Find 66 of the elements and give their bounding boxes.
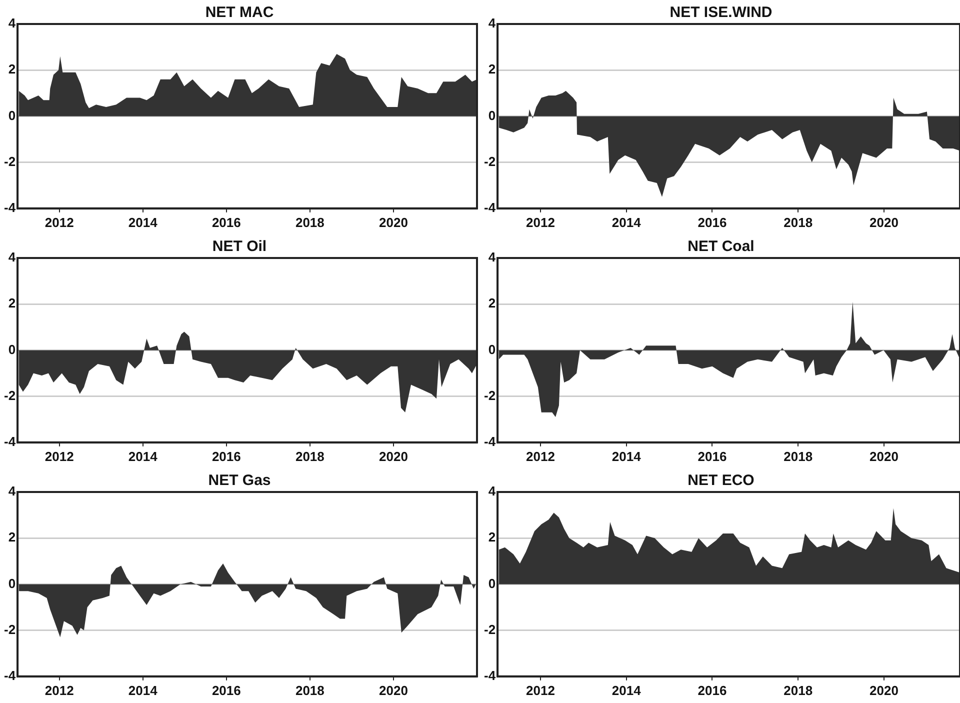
y-tick-label: -4: [4, 434, 16, 449]
y-tick-label: -4: [4, 668, 16, 683]
y-tick-label: 0: [8, 576, 16, 591]
chart-title: NET ISE.WIND: [670, 4, 772, 22]
y-tick-label: -4: [4, 200, 16, 215]
x-tick-label: 2012: [526, 448, 555, 464]
x-tick-label: 2020: [379, 448, 408, 464]
x-tick-label: 2016: [212, 448, 241, 464]
x-tick-label: 2020: [870, 448, 898, 464]
y-tick-label: 4: [8, 484, 16, 499]
x-tick-label: 2016: [698, 214, 727, 230]
x-tick-label: 2014: [612, 682, 642, 698]
y-tick-label: 2: [488, 296, 496, 311]
y-tick-label: 4: [8, 16, 16, 31]
y-tick-label: 0: [8, 108, 16, 123]
y-tick-label: -2: [4, 388, 16, 403]
x-tick-label: 2014: [612, 214, 642, 230]
y-tick-label: -4: [484, 668, 496, 683]
x-tick-label: 2020: [870, 214, 898, 230]
y-tick-label: -2: [484, 388, 496, 403]
x-tick-label: 2016: [212, 682, 241, 698]
chart-title: NET Gas: [208, 472, 271, 490]
y-tick-label: 2: [8, 296, 16, 311]
chart-title: NET ECO: [688, 472, 755, 490]
y-tick-label: 0: [488, 108, 496, 123]
y-tick-label: -4: [484, 434, 496, 449]
x-tick-label: 2016: [698, 682, 727, 698]
x-tick-label: 2016: [212, 214, 241, 230]
x-tick-label: 2014: [128, 214, 158, 230]
y-tick-label: 4: [488, 16, 496, 31]
x-tick-label: 2012: [526, 682, 555, 698]
chart-title: NET Coal: [688, 238, 754, 256]
x-tick-label: 2014: [612, 448, 642, 464]
y-tick-label: 2: [488, 62, 496, 77]
x-tick-label: 2018: [295, 448, 324, 464]
y-tick-label: 2: [8, 62, 16, 77]
x-tick-label: 2012: [44, 682, 74, 698]
y-tick-label: 0: [488, 576, 496, 591]
chart-title: NET Oil: [212, 238, 267, 256]
x-tick-label: 2018: [295, 682, 324, 698]
x-tick-label: 2018: [295, 214, 324, 230]
y-tick-label: -2: [484, 622, 496, 637]
x-tick-label: 2014: [128, 682, 158, 698]
y-tick-label: 2: [8, 530, 16, 545]
y-tick-label: 4: [488, 250, 496, 265]
x-tick-label: 2016: [698, 448, 727, 464]
y-tick-label: 4: [488, 484, 496, 499]
y-tick-label: -2: [4, 622, 16, 637]
x-tick-label: 2020: [379, 682, 408, 698]
y-tick-label: 4: [8, 250, 16, 265]
y-tick-label: 0: [8, 342, 16, 357]
x-tick-label: 2014: [128, 448, 158, 464]
y-tick-label: -2: [484, 154, 496, 169]
x-tick-label: 2020: [379, 214, 408, 230]
x-tick-label: 2012: [44, 448, 74, 464]
y-tick-label: -2: [4, 154, 16, 169]
x-tick-label: 2020: [870, 682, 898, 698]
x-tick-label: 2018: [784, 682, 813, 698]
x-tick-label: 2012: [44, 214, 74, 230]
y-tick-label: -4: [484, 200, 496, 215]
x-tick-label: 2018: [784, 448, 813, 464]
y-tick-label: 2: [488, 530, 496, 545]
chart-title: NET MAC: [205, 4, 274, 22]
x-tick-label: 2012: [526, 214, 555, 230]
x-tick-label: 2018: [784, 214, 813, 230]
y-tick-label: 0: [488, 342, 496, 357]
